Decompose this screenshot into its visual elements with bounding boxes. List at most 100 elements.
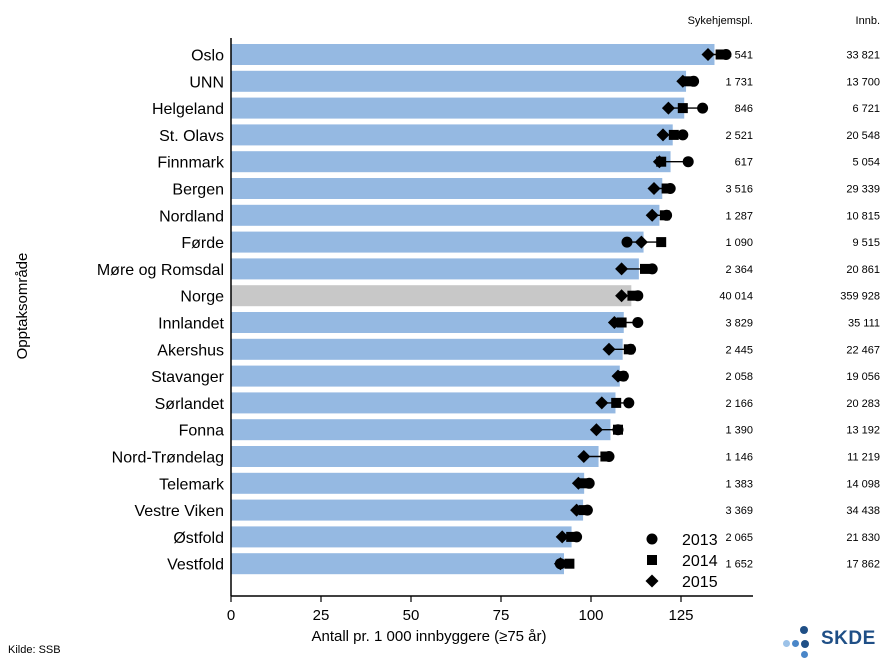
- marker-square: [668, 129, 679, 140]
- bar: [231, 392, 616, 414]
- bar: [231, 526, 572, 548]
- bar: [231, 151, 671, 173]
- population-value: 359 928: [840, 291, 880, 303]
- marker-circle: [697, 102, 709, 114]
- marker-diamond: [676, 74, 690, 88]
- x-tick-label: 25: [313, 607, 330, 624]
- marker-diamond: [634, 235, 648, 249]
- marker-square: [659, 210, 670, 221]
- marker-square: [661, 183, 672, 194]
- nursing-places-value: 1 652: [725, 559, 753, 571]
- bar: [231, 446, 599, 467]
- logo-dot-1: [783, 640, 790, 647]
- marker-diamond: [661, 101, 675, 115]
- x-axis-title: Antall pr. 1 000 innbyggere (≥75 år): [311, 628, 546, 645]
- nursing-places-value: 3 516: [725, 184, 753, 196]
- nursing-places-value: 3 369: [725, 505, 753, 517]
- marker-square: [578, 505, 589, 516]
- nursing-places-value: 2 058: [725, 371, 753, 383]
- logo-dot-top: [800, 626, 808, 634]
- marker-square: [566, 531, 577, 542]
- nursing-places-value: 2 445: [725, 344, 753, 356]
- marker-circle: [682, 156, 694, 168]
- marker-diamond: [656, 128, 670, 142]
- bar: [231, 44, 715, 65]
- nursing-places-value: 846: [735, 103, 753, 115]
- x-tick-label: 100: [578, 607, 603, 624]
- marker-square: [656, 237, 667, 248]
- marker-diamond: [589, 423, 603, 437]
- nursing-places-value: 2 166: [725, 398, 753, 410]
- nursing-places-value: 40 014: [719, 291, 753, 303]
- marker-square: [715, 49, 726, 60]
- category-label: Sørlandet: [155, 396, 225, 413]
- y-axis-title: Opptaksområde: [14, 253, 31, 360]
- marker-diamond: [652, 155, 666, 169]
- marker-square: [613, 424, 623, 435]
- category-label: Vestre Viken: [134, 503, 224, 520]
- bar: [231, 312, 624, 333]
- category-label: Helgeland: [152, 101, 224, 118]
- population-value: 13 192: [846, 425, 880, 437]
- nursing-places-value: 4 541: [725, 50, 753, 62]
- marker-circle: [632, 317, 644, 328]
- marker-diamond: [553, 557, 567, 571]
- bar: [231, 499, 584, 521]
- nursing-places-value: 1 146: [725, 452, 753, 464]
- x-tick-label: 50: [403, 607, 420, 624]
- category-label: Førde: [181, 235, 224, 252]
- population-value: 6 721: [852, 103, 880, 115]
- category-label: Oslo: [191, 48, 224, 65]
- column-header-population: Innb.: [856, 15, 880, 27]
- bar: [231, 285, 632, 307]
- population-value: 5 054: [852, 157, 880, 169]
- marker-square: [640, 263, 650, 274]
- nursing-places-value: 1 390: [725, 425, 753, 437]
- bar: [231, 178, 663, 199]
- population-value: 19 056: [846, 371, 880, 383]
- category-label: Stavanger: [151, 369, 225, 386]
- legend-label: 2015: [682, 574, 718, 591]
- population-value: 10 815: [846, 210, 880, 222]
- marker-diamond: [570, 503, 584, 517]
- category-label: Vestfold: [167, 557, 224, 574]
- nursing-places-value: 1 731: [725, 76, 753, 88]
- marker-square: [677, 103, 688, 114]
- category-label: Innlandet: [158, 316, 224, 333]
- marker-square: [600, 451, 611, 462]
- marker-square: [616, 317, 627, 328]
- bar: [231, 553, 564, 575]
- nursing-places-value: 2 364: [725, 264, 753, 276]
- nursing-places-value: 1 090: [725, 237, 753, 249]
- bar: [231, 97, 685, 119]
- marker-diamond: [555, 530, 569, 544]
- bar: [231, 258, 639, 280]
- legend-label: 2013: [682, 532, 718, 549]
- population-value: 20 283: [846, 398, 880, 410]
- bar: [231, 365, 620, 387]
- category-label: Bergen: [172, 182, 224, 199]
- marker-square: [623, 344, 634, 355]
- category-label: Møre og Romsdal: [97, 262, 224, 279]
- x-tick-label: 75: [493, 607, 510, 624]
- population-value: 35 111: [848, 318, 880, 330]
- logo-dot-2: [792, 640, 799, 647]
- population-value: 21 830: [846, 532, 880, 544]
- marker-square: [627, 290, 638, 301]
- bar: [231, 70, 687, 92]
- marker-diamond: [701, 48, 715, 61]
- category-label: Østfold: [173, 530, 224, 547]
- x-tick-label: 0: [227, 607, 235, 624]
- bar: [231, 231, 644, 253]
- marker-diamond: [647, 182, 661, 195]
- category-label: Fonna: [179, 423, 224, 440]
- marker-diamond: [577, 450, 591, 463]
- population-value: 33 821: [846, 50, 880, 62]
- category-label: Akershus: [157, 342, 224, 359]
- category-label: Norge: [180, 289, 224, 306]
- population-value: 29 339: [846, 184, 880, 196]
- marker-diamond: [645, 208, 659, 222]
- population-value: 13 700: [846, 76, 880, 88]
- legend-marker-diamond: [645, 574, 659, 588]
